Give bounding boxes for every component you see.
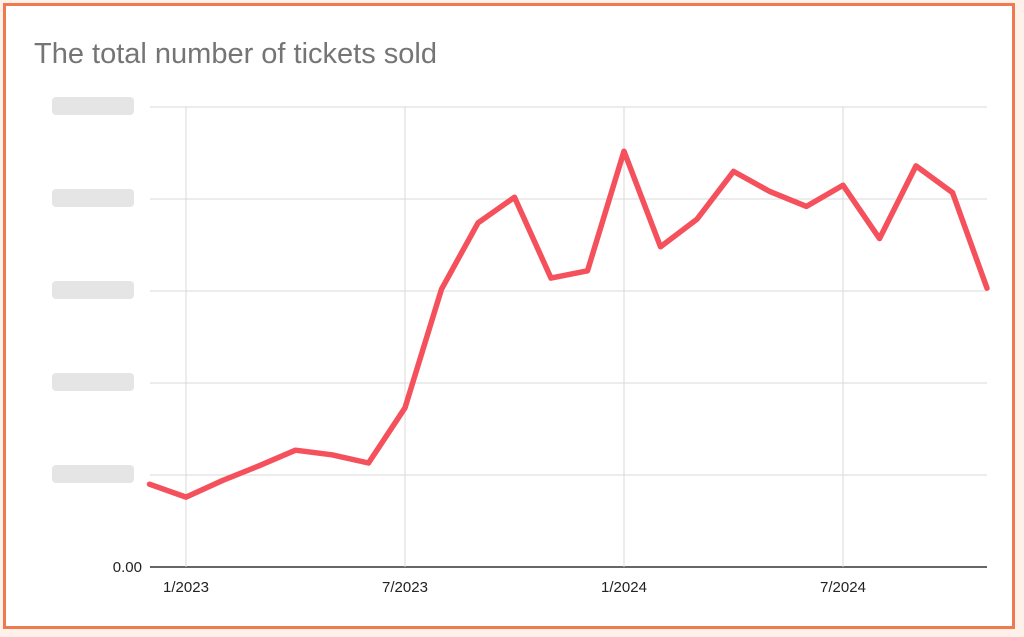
y-tick-label-obscured — [52, 189, 134, 207]
x-tick-label: 1/2024 — [601, 579, 647, 596]
y-tick-label: 0.00 — [113, 559, 142, 576]
y-tick-label-obscured — [52, 373, 134, 391]
y-tick-label-obscured — [52, 465, 134, 483]
y-tick-label-obscured — [52, 97, 134, 115]
x-tick-label: 7/2024 — [820, 579, 866, 596]
y-tick-label-obscured — [52, 281, 134, 299]
x-tick-label: 7/2023 — [382, 579, 428, 596]
chart-title: The total number of tickets sold — [34, 38, 437, 70]
series-line — [146, 148, 990, 500]
x-tick-label: 1/2023 — [163, 579, 209, 596]
